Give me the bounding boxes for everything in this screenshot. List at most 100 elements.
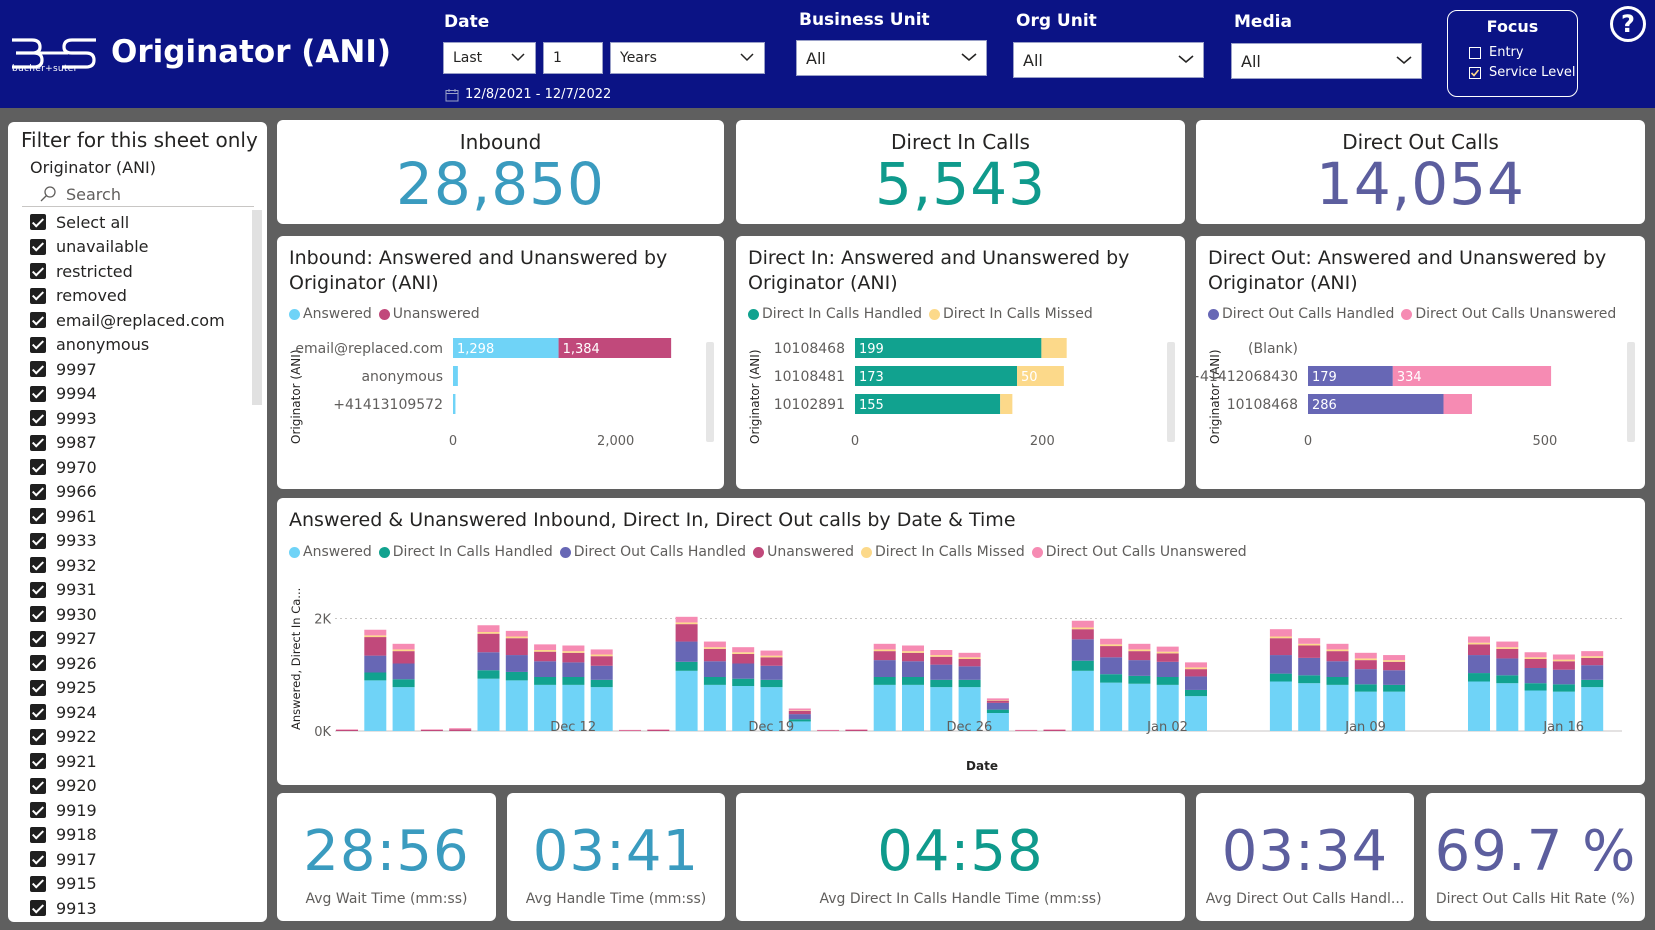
filter-list-item[interactable]: 9961	[30, 504, 248, 529]
filter-list-item[interactable]: anonymous	[30, 333, 248, 358]
legend-item[interactable]: Direct Out Calls Handled	[1208, 306, 1394, 322]
checkbox-checked-icon[interactable]	[30, 900, 46, 917]
checkbox-checked-icon[interactable]	[1469, 66, 1481, 79]
checkbox-checked-icon[interactable]	[30, 557, 46, 574]
checkbox-checked-icon[interactable]	[30, 581, 46, 598]
legend-item[interactable]: Direct Out Calls Handled	[559, 544, 746, 560]
bar-segment	[1552, 661, 1575, 670]
date-count-input[interactable]: 1	[543, 42, 603, 74]
chart-scrollbar[interactable]	[1167, 342, 1175, 442]
filter-list-item[interactable]: 9970	[30, 455, 248, 480]
filter-list-item[interactable]: unavailable	[30, 235, 248, 260]
filter-list-item[interactable]: 9920	[30, 774, 248, 799]
checkbox-checked-icon[interactable]	[30, 483, 46, 500]
checkbox-checked-icon[interactable]	[30, 287, 46, 304]
filter-list-item[interactable]: 9922	[30, 725, 248, 750]
checkbox-checked-icon[interactable]	[30, 336, 46, 353]
filter-list-item[interactable]: 9915	[30, 872, 248, 897]
checkbox-checked-icon[interactable]	[30, 802, 46, 819]
filter-list-item[interactable]: 9925	[30, 676, 248, 701]
focus-option-service-level[interactable]: Service Level	[1469, 65, 1576, 80]
checkbox-checked-icon[interactable]	[30, 704, 46, 721]
checkbox-checked-icon[interactable]	[30, 728, 46, 745]
checkbox-checked-icon[interactable]	[30, 410, 46, 427]
checkbox-checked-icon[interactable]	[30, 655, 46, 672]
checkbox-checked-icon[interactable]	[30, 606, 46, 623]
org-unit-dropdown[interactable]: All	[1013, 42, 1204, 78]
filter-list-item[interactable]: removed	[30, 284, 248, 309]
chart-title: Direct Out: Answered and Unanswered by O…	[1208, 247, 1607, 294]
date-unit-dropdown[interactable]: Years	[610, 42, 765, 74]
filter-list-item[interactable]: 9919	[30, 798, 248, 823]
filter-list-item[interactable]: 9987	[30, 431, 248, 456]
filter-list-item[interactable]: 9993	[30, 406, 248, 431]
checkbox-checked-icon[interactable]	[30, 630, 46, 647]
checkbox-checked-icon[interactable]	[30, 826, 46, 843]
filter-list-item[interactable]: 9930	[30, 602, 248, 627]
chart-scrollbar[interactable]	[706, 342, 714, 442]
logo-wordmark: bucher+suter	[12, 64, 78, 74]
checkbox-checked-icon[interactable]	[30, 434, 46, 451]
filter-list-item[interactable]: 9913	[30, 896, 248, 921]
checkbox-checked-icon[interactable]	[30, 851, 46, 868]
filter-list-item[interactable]: restricted	[30, 259, 248, 284]
legend-item[interactable]: Direct In Calls Handled	[748, 306, 922, 322]
legend-item[interactable]: Answered	[289, 306, 372, 322]
focus-option-entry[interactable]: Entry	[1469, 45, 1524, 60]
legend-item[interactable]: Direct In Calls Missed	[860, 544, 1025, 560]
bar-segment	[760, 650, 783, 656]
legend-item[interactable]: Answered	[289, 544, 372, 560]
filter-list-item[interactable]: 9932	[30, 553, 248, 578]
filter-list-item[interactable]: 9933	[30, 529, 248, 554]
filter-list-item[interactable]: 9924	[30, 700, 248, 725]
legend-item[interactable]: Direct In Calls Missed	[928, 306, 1093, 322]
checkbox-checked-icon[interactable]	[30, 753, 46, 770]
chevron-down-icon	[511, 53, 525, 62]
checkbox-checked-icon[interactable]	[30, 214, 46, 231]
legend-dot-icon	[1031, 546, 1043, 558]
filter-list-scrollbar[interactable]	[252, 210, 262, 405]
chart-scrollbar[interactable]	[1627, 342, 1635, 442]
legend-item[interactable]: Direct Out Calls Unanswered	[1401, 306, 1616, 322]
filter-list-item[interactable]: 9997	[30, 357, 248, 382]
date-relative-dropdown[interactable]: Last	[443, 42, 536, 74]
filter-search-input[interactable]: Search	[22, 182, 254, 207]
filter-list-item[interactable]: 9917	[30, 847, 248, 872]
checkbox-checked-icon[interactable]	[30, 777, 46, 794]
filter-item-label: 9997	[56, 359, 97, 379]
checkbox-checked-icon[interactable]	[30, 532, 46, 549]
filter-list-item[interactable]: email@replaced.com	[30, 308, 248, 333]
legend-item[interactable]: Unanswered	[378, 306, 480, 322]
checkbox-checked-icon[interactable]	[30, 679, 46, 696]
legend-item[interactable]: Unanswered	[753, 544, 854, 560]
checkbox-checked-icon[interactable]	[30, 263, 46, 280]
data-label: 199	[859, 342, 884, 357]
checkbox-unchecked-icon[interactable]	[1469, 46, 1481, 59]
checkbox-checked-icon[interactable]	[30, 238, 46, 255]
checkbox-checked-icon[interactable]	[30, 361, 46, 378]
legend-item[interactable]: Direct In Calls Handled	[378, 544, 553, 560]
org-unit-label: Org Unit	[1016, 11, 1097, 31]
filter-list-item[interactable]: Select all	[30, 210, 248, 235]
business-unit-dropdown[interactable]: All	[796, 40, 987, 76]
filter-list-item[interactable]: 9918	[30, 823, 248, 848]
legend-label: Direct In Calls Handled	[762, 306, 922, 322]
help-icon[interactable]: ?	[1610, 6, 1646, 42]
checkbox-checked-icon[interactable]	[30, 385, 46, 402]
bar-segment	[1185, 689, 1207, 697]
checkbox-checked-icon[interactable]	[30, 508, 46, 525]
filter-list-item[interactable]: 9921	[30, 749, 248, 774]
filter-panel-title: Filter for this sheet only	[21, 128, 258, 152]
filter-list-item[interactable]: 9926	[30, 651, 248, 676]
legend-item[interactable]: Direct Out Calls Unanswered	[1031, 544, 1247, 560]
bar-segment	[392, 663, 415, 680]
filter-list-item[interactable]: 9994	[30, 382, 248, 407]
filter-list-item[interactable]: 9927	[30, 627, 248, 652]
checkbox-checked-icon[interactable]	[30, 875, 46, 892]
filter-list-item[interactable]: 9966	[30, 480, 248, 505]
focus-slicer: Focus Entry Service Level	[1447, 10, 1578, 97]
checkbox-checked-icon[interactable]	[30, 312, 46, 329]
media-dropdown[interactable]: All	[1231, 43, 1422, 79]
filter-list-item[interactable]: 9931	[30, 578, 248, 603]
checkbox-checked-icon[interactable]	[30, 459, 46, 476]
